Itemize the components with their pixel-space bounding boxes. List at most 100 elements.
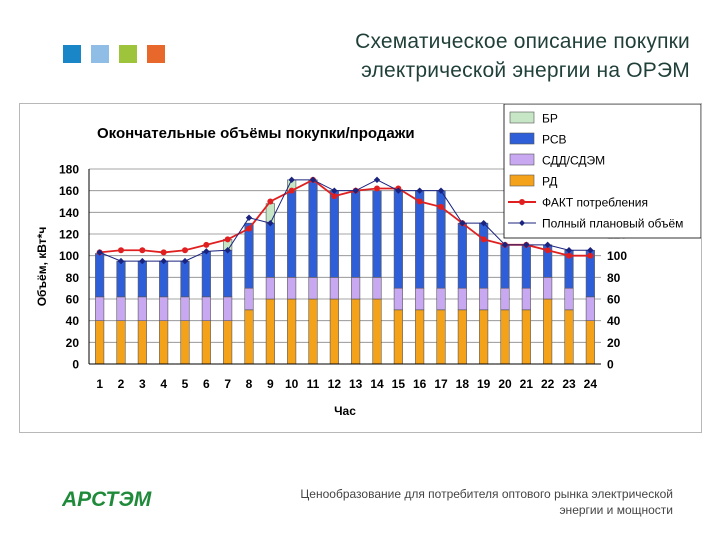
legend-swatch: [509, 153, 535, 166]
x-tick-label: 24: [584, 377, 598, 391]
fact-point: [331, 193, 338, 200]
bar-segment: [308, 298, 318, 365]
slide-title-line-2: электрической энергии на ОРЭМ: [361, 59, 690, 82]
bar-segment: [137, 260, 147, 298]
y-tick-label: 140: [59, 206, 79, 220]
bar-segment: [543, 298, 553, 365]
bar-segment: [287, 277, 297, 300]
legend-swatch: [509, 111, 535, 124]
bar-segment: [329, 277, 339, 300]
bar-segment: [393, 309, 403, 365]
legend-label: ФАКТ потребления: [542, 196, 648, 210]
fact-point: [224, 236, 231, 243]
bar-segment: [329, 298, 339, 365]
right-y-tick-label: 0: [607, 358, 614, 372]
slide-title-line-1: Схематическое описание покупки: [355, 30, 690, 53]
x-tick-label: 18: [456, 377, 470, 391]
bar-segment: [95, 296, 105, 321]
bar-segment: [159, 320, 169, 365]
bar-segment: [479, 287, 489, 311]
x-tick-label: 19: [477, 377, 491, 391]
y-tick-label: 0: [72, 358, 79, 372]
plan-point: [181, 257, 189, 265]
bar-segment: [95, 253, 105, 298]
x-tick-label: 7: [224, 377, 231, 391]
fact-point: [246, 225, 252, 232]
legend-label: РД: [542, 175, 557, 189]
bar-segment: [500, 287, 510, 311]
x-tick-label: 10: [285, 377, 299, 391]
fact-point: [374, 185, 380, 192]
bar-segment: [287, 298, 297, 365]
decor-square-blue: [63, 45, 81, 63]
bar-segment: [564, 309, 574, 365]
right-y-tick-label: 80: [607, 271, 621, 285]
legend-label: Полный плановый объём: [542, 217, 683, 231]
fact-point: [438, 203, 444, 210]
decor-square-lightblue: [91, 45, 109, 63]
bar-segment: [415, 287, 425, 311]
x-tick-label: 3: [139, 377, 146, 391]
bar-segment: [500, 309, 510, 365]
bar-segment: [436, 309, 446, 365]
bar-segment: [308, 179, 318, 278]
bar-segment: [116, 296, 126, 321]
footer-line-1: Ценообразование для потребителя оптового…: [300, 487, 673, 501]
bar-segment: [265, 298, 275, 365]
bar-segment: [500, 244, 510, 289]
bar-segment: [201, 320, 211, 365]
bar-segment: [329, 190, 339, 278]
bar-segment: [543, 277, 553, 300]
x-tick-label: 2: [118, 377, 125, 391]
x-tick-label: 21: [520, 377, 534, 391]
bar-segment: [137, 320, 147, 365]
plan-point: [373, 176, 381, 184]
bar-segment: [308, 277, 318, 300]
plan-point: [565, 247, 573, 254]
plan-point: [117, 257, 125, 265]
bar-segment: [351, 190, 361, 278]
plan-point: [437, 187, 445, 194]
plan-point: [587, 247, 594, 254]
chart-title: Окончательные объёмы покупки/продажи: [97, 125, 415, 142]
plan-point: [224, 247, 231, 254]
y-tick-label: 100: [59, 249, 79, 263]
fact-point: [480, 236, 487, 243]
bar-segment: [223, 296, 233, 321]
arstem-logo: АРСТЭМ: [62, 488, 152, 510]
y-tick-label: 80: [66, 271, 80, 285]
right-y-tick-label: 100: [607, 249, 627, 263]
x-tick-label: 6: [203, 377, 210, 391]
plan-point: [203, 248, 210, 255]
y-tick-label: 20: [66, 336, 80, 350]
bar-segment: [244, 287, 254, 311]
y-axis-title: Объём, кВт*ч: [35, 227, 49, 307]
bar-segment: [479, 309, 489, 365]
fact-point: [182, 247, 188, 254]
legend-swatch: [509, 174, 535, 187]
bar-segment: [521, 309, 531, 365]
x-tick-label: 13: [349, 377, 363, 391]
bar-segment: [137, 296, 147, 321]
legend-marker: [519, 220, 525, 226]
x-tick-label: 20: [498, 377, 512, 391]
bar-segment: [415, 309, 425, 365]
plan-point: [331, 187, 338, 194]
bar-segment: [244, 222, 254, 289]
bar-segment: [265, 222, 275, 278]
bar-segment: [159, 296, 169, 321]
footer-line-2: энергии и мощности: [559, 503, 673, 517]
legend-box: [503, 104, 701, 239]
plan-point: [245, 214, 253, 221]
fact-point: [566, 252, 572, 259]
fact-point: [203, 241, 210, 248]
bar-segment: [223, 249, 233, 298]
right-y-tick-label: 40: [607, 314, 621, 328]
x-tick-label: 8: [246, 377, 253, 391]
fact-point: [544, 247, 551, 254]
bar-segment: [521, 244, 531, 289]
bar-segment: [180, 296, 190, 321]
x-tick-label: 11: [307, 377, 320, 391]
bar-segment: [159, 260, 169, 298]
fact-point: [118, 247, 124, 254]
